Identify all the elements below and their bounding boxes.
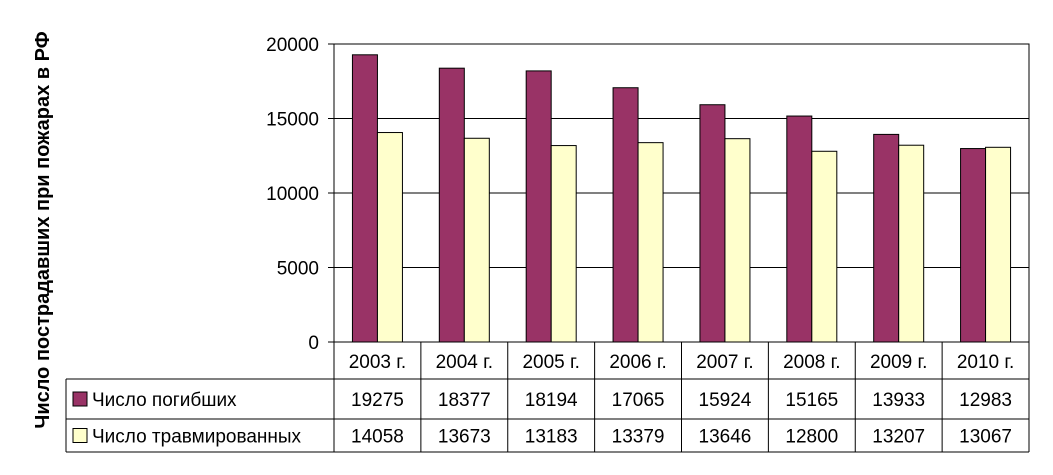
table-cell-value: 12983 [959, 390, 1012, 411]
bar-deaths-5 [786, 115, 813, 343]
table-cell-value: 13183 [525, 427, 578, 448]
category-label: 2003 г. [349, 352, 406, 373]
table-cell-value: 13379 [612, 427, 665, 448]
bar-injured-3 [637, 142, 664, 343]
y-tick-label: 5000 [277, 259, 319, 280]
bar-injured-2 [550, 145, 577, 343]
y-tick-label: 20000 [266, 35, 319, 56]
gridlines [333, 43, 1030, 343]
y-tick-label: 15000 [266, 110, 319, 131]
table-cell-value: 14058 [351, 427, 404, 448]
table-cell-value: 18194 [525, 390, 578, 411]
bar-injured-1 [463, 137, 490, 343]
table-cell-value: 17065 [612, 390, 665, 411]
y-axis-title: Число пострадавших при пожарах в РФ [32, 31, 54, 428]
bar-deaths-3 [612, 87, 639, 343]
table-cell-value: 18377 [438, 390, 491, 411]
table-cell-value: 15165 [785, 390, 838, 411]
category-label: 2007 г. [696, 352, 753, 373]
bar-deaths-1 [438, 67, 465, 343]
bar-deaths-4 [699, 104, 726, 343]
legend-key [72, 428, 88, 443]
data-table: 2003 г. 2004 г. 2005 г. 2006 г. 2007 г. 2008 … [65, 342, 1030, 453]
bar-injured-6 [898, 144, 925, 343]
series-name: Число травмированных [92, 427, 302, 448]
table-cell-value: 12800 [785, 427, 838, 448]
bar-deaths-0 [351, 54, 378, 343]
bar-injured-5 [811, 150, 838, 343]
category-label: 2008 г. [783, 352, 840, 373]
table-cell-value: 13646 [699, 427, 752, 448]
y-axis-title-group: Число пострадавших при пожарах в РФ [32, 31, 54, 428]
table-cell-value: 13673 [438, 427, 491, 448]
y-tick-label: 10000 [266, 184, 319, 205]
series-name: Число погибших [92, 390, 237, 411]
bar-injured-7 [985, 146, 1012, 343]
bar-deaths-2 [525, 70, 552, 343]
bar-deaths-7 [960, 148, 987, 343]
table-cell-value: 13067 [959, 427, 1012, 448]
bar-deaths-6 [873, 133, 900, 343]
y-axis-ticks: 0 5000 10000 15000 20000 [266, 35, 334, 354]
bars [351, 54, 1012, 343]
category-label: 2010 г. [957, 352, 1014, 373]
category-label: 2004 г. [436, 352, 493, 373]
table-cell-value: 13207 [872, 427, 925, 448]
category-label: 2009 г. [870, 352, 927, 373]
category-label: 2006 г. [609, 352, 666, 373]
table-cell-value: 19275 [351, 390, 404, 411]
bar-injured-0 [376, 132, 403, 343]
y-tick-label: 0 [308, 333, 319, 354]
category-label: 2005 г. [522, 352, 579, 373]
table-cell-value: 15924 [699, 390, 752, 411]
legend-key [72, 391, 88, 407]
table-cell-value: 13933 [872, 390, 925, 411]
bar-injured-4 [724, 138, 751, 343]
